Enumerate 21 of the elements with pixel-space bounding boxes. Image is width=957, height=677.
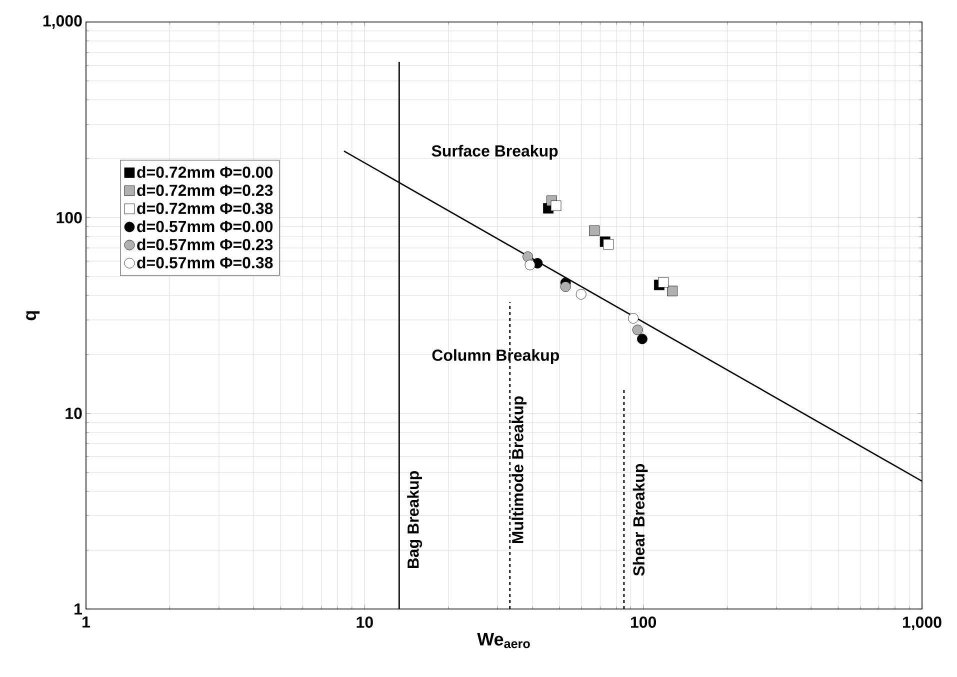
x-tick-label: 10 — [356, 616, 373, 628]
annotation: Column Breakup — [432, 349, 559, 364]
annotation: Bag Breakup — [407, 471, 422, 568]
legend-label: d=0.72mm Φ=0.38 — [137, 202, 273, 214]
legend-label: d=0.57mm Φ=0.00 — [137, 220, 273, 232]
x-tick-label: 1,000 — [903, 616, 942, 630]
legend-label: d=0.57mm Φ=0.23 — [137, 238, 273, 250]
annotation: Surface Breakup — [432, 144, 558, 160]
y-tick-label: 1,000 — [43, 15, 82, 29]
y-tick-label: 10 — [66, 408, 82, 419]
legend-label: d=0.72mm Φ=0.23 — [137, 184, 273, 196]
legend-label: d=0.72mm Φ=0.00 — [137, 166, 273, 178]
x-axis-title: We$_{aero}$ — [477, 633, 530, 648]
legend-label: d=0.57mm Φ=0.38 — [137, 256, 273, 268]
annotation: Shear Breakup — [632, 464, 648, 576]
y-axis-title: q — [26, 311, 40, 320]
y-tick-label: 1 — [74, 603, 82, 614]
x-tick-label: 1 — [82, 616, 90, 628]
x-tick-label: 100 — [631, 616, 656, 628]
annotation: Multimode Breakup — [512, 396, 527, 544]
y-tick-label: 100 — [56, 212, 82, 224]
